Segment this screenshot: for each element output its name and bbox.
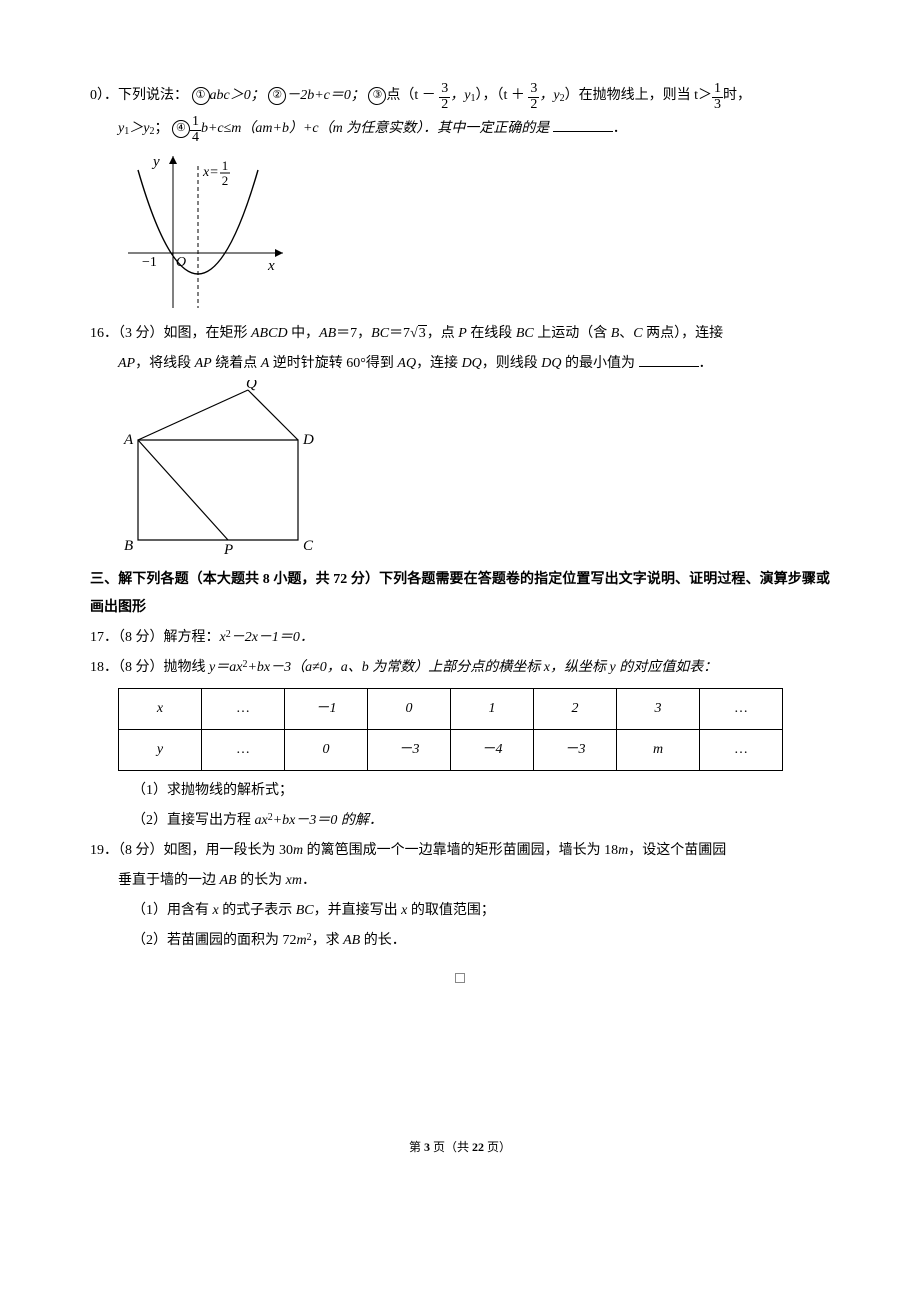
table-cell: …	[700, 729, 783, 770]
frac-1-3: 13	[712, 82, 723, 112]
x-axis-label: x	[267, 258, 275, 274]
frac-3-2-b: 32	[528, 82, 539, 112]
svg-text:B: B	[124, 538, 133, 554]
minus1-label: −1	[142, 255, 157, 270]
q16-line2: AP，将线段 AP 绕着点 A 逆时针旋转 60°得到 AQ，连接 DQ，则线段…	[90, 350, 830, 378]
decorative-square	[90, 967, 830, 995]
frac-3-2-a: 32	[439, 82, 450, 112]
marker-2: ②	[268, 87, 286, 105]
q15-line2: y1＞y2； ④14b+c≤m（am+b）+c（m 为任意实数）．其中一定正确的…	[90, 115, 830, 146]
marker-4: ④	[172, 120, 190, 138]
q16-blank	[639, 352, 699, 367]
q15-prefix: 0）．下列说法：	[90, 88, 188, 103]
q16-figure: A D B C P Q	[90, 380, 830, 560]
table-cell: 3	[617, 688, 700, 729]
q15-line1: 0）．下列说法： ①abc＞0； ②－2b+c＝0； ③点（t － 32，y1）…	[90, 82, 830, 113]
q19-p1: （1）用含有 x 的式子表示 BC，并直接写出 x 的取值范围；	[90, 897, 830, 925]
table-cell: 0	[285, 729, 368, 770]
q15-s3c: ），（t ＋	[476, 88, 525, 103]
table-cell: …	[700, 688, 783, 729]
table-cell: －4	[451, 729, 534, 770]
q15-gt: ＞y	[129, 121, 149, 136]
origin-label: O	[176, 255, 186, 270]
marker-3: ③	[368, 87, 386, 105]
q15-blank	[553, 117, 613, 132]
q15-figure: y x −1 O x= 1 2	[90, 148, 830, 318]
svg-text:D: D	[302, 432, 314, 448]
svg-text:2: 2	[222, 173, 229, 188]
q16-line1: 16．（3 分）如图，在矩形 ABCD 中，AB＝7，BC＝7√3，点 P 在线…	[90, 320, 830, 348]
table-cell: …	[202, 688, 285, 729]
q18-p1: （1）求抛物线的解析式；	[90, 777, 830, 805]
q15-s4a: b+c≤m（am+b）+c（m 为任意实数）．其中一定正确的是	[201, 121, 553, 136]
xeq-label: x=	[202, 165, 219, 180]
q15-s3e: ）在抛物线上，则当 t＞	[565, 88, 712, 103]
q15-s4end: ．	[613, 121, 627, 136]
q18-table: x…－10123…y…0－3－4－3m…	[118, 688, 783, 771]
table-cell: y	[119, 729, 202, 770]
table-cell: 0	[368, 688, 451, 729]
page-footer: 第 3 页（共 22 页）	[90, 1135, 830, 1159]
svg-text:P: P	[223, 542, 233, 558]
table-cell: －3	[368, 729, 451, 770]
sqrt3: √3	[410, 325, 427, 341]
q19-p2: （2）若苗圃园的面积为 72m2，求 AB 的长．	[90, 927, 830, 955]
q19-line2: 垂直于墙的一边 AB 的长为 xm．	[90, 867, 830, 895]
table-cell: －3	[534, 729, 617, 770]
q18-p2: （2）直接写出方程 ax2+bx－3＝0 的解．	[90, 807, 830, 835]
table-cell: …	[202, 729, 285, 770]
q15-s3a: 点（t －	[386, 88, 435, 103]
marker-1: ①	[192, 87, 210, 105]
svg-text:1: 1	[222, 158, 229, 173]
y-axis-label: y	[151, 154, 160, 170]
table-cell: －1	[285, 688, 368, 729]
table-cell: x	[119, 688, 202, 729]
q15-s2: －2b+c＝0；	[286, 88, 365, 103]
q15-s3b: ，y1	[450, 88, 475, 103]
q15-s3f: 时，	[723, 88, 751, 103]
table-cell: m	[617, 729, 700, 770]
q18-line1: 18．（8 分）抛物线 y＝ax2+bx－3（a≠0，a、b 为常数）上部分点的…	[90, 654, 830, 682]
section-3-title: 三、解下列各题（本大题共 8 小题，共 72 分）下列各题需要在答题卷的指定位置…	[90, 566, 830, 622]
q17: 17．（8 分）解方程：x2－2x－1＝0．	[90, 624, 830, 652]
svg-text:C: C	[303, 538, 314, 554]
table-cell: 2	[534, 688, 617, 729]
svg-text:Q: Q	[246, 380, 257, 392]
q15-s3d: ，y2	[539, 88, 564, 103]
q15-s1: abc＞0；	[210, 88, 265, 103]
frac-1-4: 14	[190, 115, 201, 145]
svg-text:A: A	[123, 432, 134, 448]
table-cell: 1	[451, 688, 534, 729]
q19-line1: 19．（8 分）如图，用一段长为 30m 的篱笆围成一个一边靠墙的矩形苗圃园，墙…	[90, 837, 830, 865]
